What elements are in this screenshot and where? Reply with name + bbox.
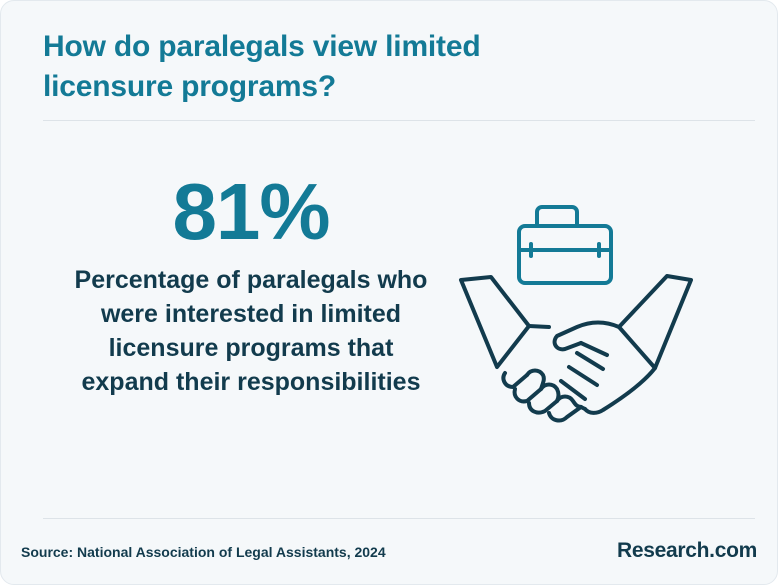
top-divider	[43, 120, 755, 121]
stat-description: Percentage of paralegals who were intere…	[74, 266, 428, 396]
stat-block: 81% Percentage of paralegals who were in…	[41, 167, 461, 399]
brand-logo: Research.com	[617, 539, 757, 562]
briefcase-icon	[517, 205, 613, 285]
illustration	[459, 205, 693, 423]
source-citation: Source: National Association of Legal As…	[21, 544, 386, 560]
handshake-icon	[459, 274, 693, 423]
stat-value: 81%	[172, 167, 330, 256]
page-title: How do paralegals view limited licensure…	[43, 30, 481, 103]
bottom-divider	[43, 518, 755, 519]
